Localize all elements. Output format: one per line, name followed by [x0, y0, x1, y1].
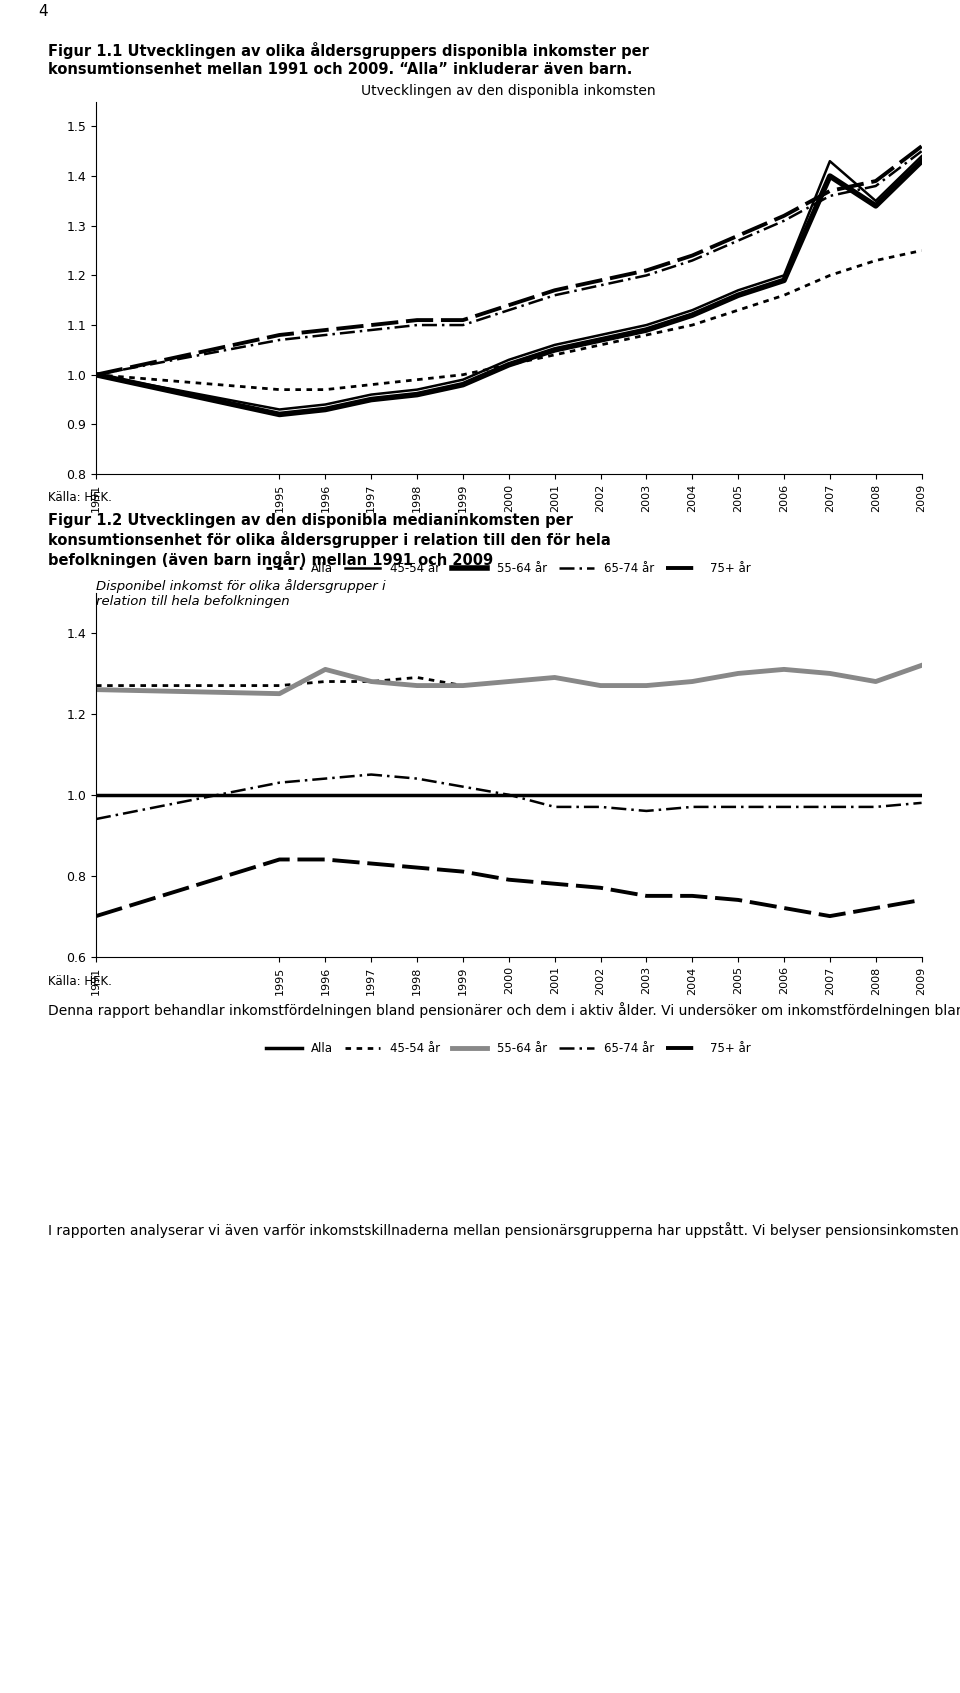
Text: Denna rapport behandlar inkomstfördelningen bland pensionärer och dem i aktiv ål: Denna rapport behandlar inkomstfördelnin…: [48, 1002, 960, 1017]
Legend: Alla, 45-54 år, 55-64 år, 65-74 år, 75+ år: Alla, 45-54 år, 55-64 år, 65-74 år, 75+ …: [262, 1038, 756, 1060]
Text: Källa: HEK.: Källa: HEK.: [48, 975, 112, 989]
Text: Disponibel inkomst för olika åldersgrupper i
relation till hela befolkningen: Disponibel inkomst för olika åldersgrupp…: [96, 579, 386, 608]
Text: 4: 4: [38, 3, 48, 19]
Text: I rapporten analyserar vi även varför inkomstskillnaderna mellan pensionärsgrupp: I rapporten analyserar vi även varför in…: [48, 1222, 960, 1238]
Text: Figur 1.2 Utvecklingen av den disponibla medianinkomsten per
konsumtionsenhet fö: Figur 1.2 Utvecklingen av den disponibla…: [48, 513, 611, 567]
Text: Figur 1.1 Utvecklingen av olika åldersgruppers disponibla inkomster per
konsumti: Figur 1.1 Utvecklingen av olika åldersgr…: [48, 42, 649, 76]
Text: Källa: HEK.: Källa: HEK.: [48, 491, 112, 505]
Legend: Alla, 45-54 år, 55-64 år, 65-74 år, 75+ år: Alla, 45-54 år, 55-64 år, 65-74 år, 75+ …: [262, 557, 756, 581]
Title: Utvecklingen av den disponibla inkomsten: Utvecklingen av den disponibla inkomsten: [362, 83, 656, 98]
